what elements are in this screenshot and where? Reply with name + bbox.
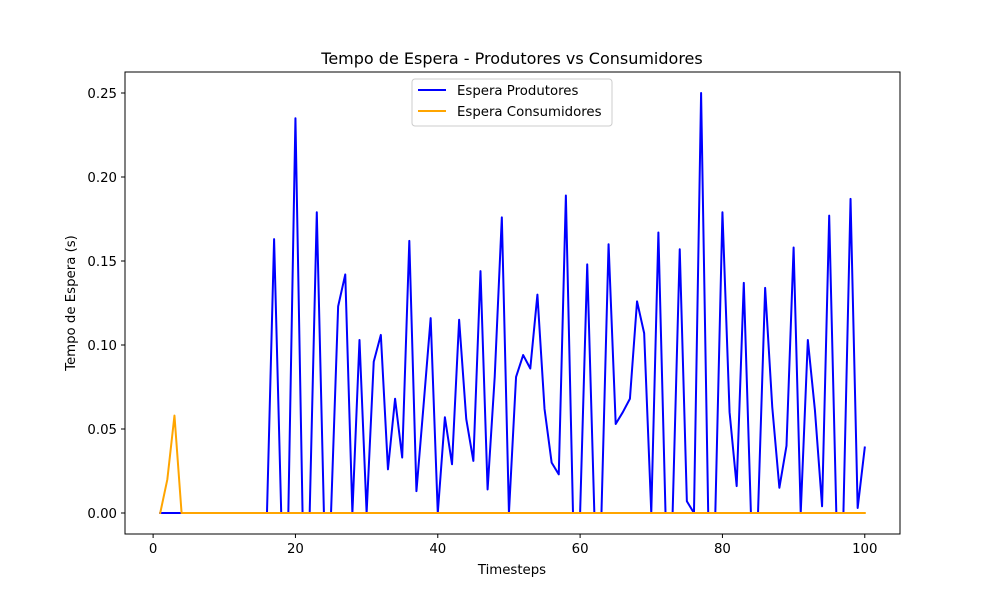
series-layer bbox=[159, 92, 866, 515]
y-tick-label: 0.10 bbox=[87, 339, 117, 354]
x-tick-label: 100 bbox=[852, 542, 877, 557]
y-tick-label: 0.00 bbox=[87, 507, 117, 522]
chart-title: Tempo de Espera - Produtores vs Consumid… bbox=[320, 49, 702, 68]
x-axis: 0 20 40 60 80 100 bbox=[149, 534, 877, 557]
x-tick-label: 0 bbox=[149, 542, 157, 557]
y-tick-label: 0.15 bbox=[87, 255, 117, 270]
y-tick-label: 0.25 bbox=[87, 87, 117, 102]
legend-label-consumidores: Espera Consumidores bbox=[457, 105, 602, 120]
x-tick-label: 40 bbox=[429, 542, 446, 557]
y-tick-label: 0.20 bbox=[87, 171, 117, 186]
x-tick-label: 20 bbox=[287, 542, 304, 557]
legend: Espera Produtores Espera Consumidores bbox=[411, 78, 613, 127]
y-axis: 0.00 0.05 0.10 0.15 0.20 0.25 bbox=[87, 87, 125, 522]
y-tick-label: 0.05 bbox=[87, 423, 117, 438]
plot-area bbox=[124, 71, 901, 535]
series-line-consumidores bbox=[159, 414, 866, 515]
legend-box bbox=[411, 78, 613, 127]
x-tick-label: 60 bbox=[572, 542, 589, 557]
y-axis-label: Tempo de Espera (s) bbox=[64, 235, 79, 372]
x-tick-label: 80 bbox=[714, 542, 731, 557]
plot-frame bbox=[124, 71, 901, 535]
x-axis-label: Timesteps bbox=[477, 563, 546, 578]
legend-label-produtores: Espera Produtores bbox=[457, 84, 578, 99]
series-line-produtores bbox=[159, 92, 866, 514]
